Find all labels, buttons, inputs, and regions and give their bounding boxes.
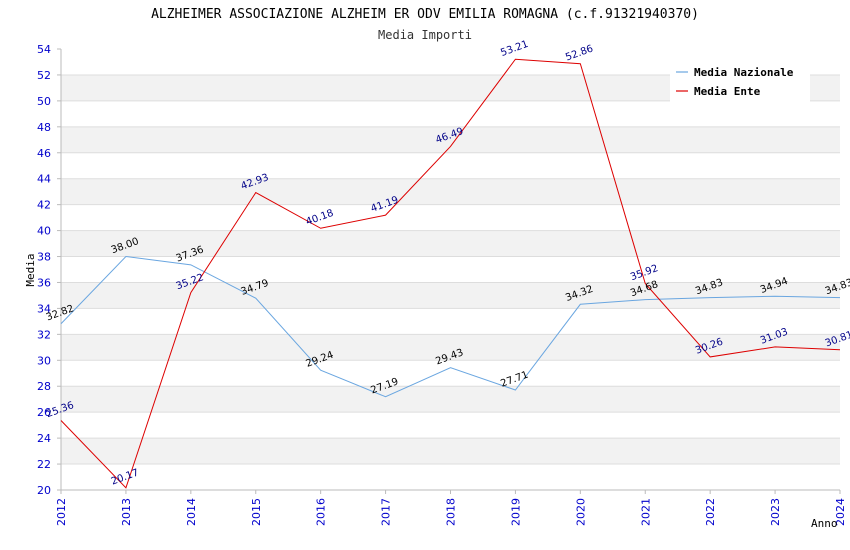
y-tick-label: 38 bbox=[37, 251, 51, 264]
grid-band bbox=[61, 464, 840, 490]
series-lines bbox=[60, 58, 841, 489]
y-tick-label: 48 bbox=[37, 121, 51, 134]
y-tick-label: 34 bbox=[37, 302, 51, 315]
series-line-1 bbox=[60, 58, 841, 489]
grid-band bbox=[61, 256, 840, 283]
grid-band bbox=[61, 282, 840, 309]
y-axis-label: Media bbox=[24, 253, 37, 286]
y-tick-label: 32 bbox=[37, 328, 51, 341]
y-tick-label: 54 bbox=[37, 43, 51, 56]
x-tick-label: 2020 bbox=[574, 498, 587, 526]
y-tick-label: 44 bbox=[37, 173, 51, 186]
grid-band bbox=[61, 360, 840, 387]
x-tick-label: 2024 bbox=[834, 498, 847, 526]
y-tick-label: 42 bbox=[37, 199, 51, 212]
y-tick-label: 50 bbox=[37, 95, 51, 108]
y-tick-label: 22 bbox=[37, 458, 51, 471]
grid-band bbox=[61, 230, 840, 257]
y-tick-label: 20 bbox=[37, 484, 51, 497]
y-tick-label: 40 bbox=[37, 225, 51, 238]
y-tick-label: 46 bbox=[37, 147, 51, 160]
grid-band bbox=[61, 178, 840, 205]
x-tick-label: 2023 bbox=[769, 498, 782, 526]
grid-band bbox=[61, 334, 840, 361]
y-axis-ticks: 20 22 24 26 28 30 32 34 36 38 40 42 44 46 48 50 52 54 bbox=[37, 43, 61, 497]
grid-bands bbox=[61, 49, 840, 491]
x-tick-label: 2015 bbox=[250, 498, 263, 526]
y-tick-label: 28 bbox=[37, 380, 51, 393]
x-tick-label: 2014 bbox=[185, 498, 198, 526]
grid-band bbox=[61, 412, 840, 439]
legend-box bbox=[670, 61, 810, 102]
y-tick-label: 30 bbox=[37, 354, 51, 367]
grid-band bbox=[61, 438, 840, 465]
y-tick-label: 26 bbox=[37, 406, 51, 419]
grid-band bbox=[61, 204, 840, 231]
grid-band bbox=[61, 152, 840, 179]
grid-band bbox=[61, 100, 840, 127]
y-tick-label: 52 bbox=[37, 69, 51, 82]
x-tick-label: 2019 bbox=[509, 498, 522, 526]
x-tick-label: 2016 bbox=[315, 498, 328, 526]
x-axis-label: Anno bbox=[811, 517, 838, 530]
legend-label-ente: Media Ente bbox=[694, 85, 761, 98]
x-tick-label: 2013 bbox=[120, 498, 133, 526]
legend: Media Nazionale Media Ente bbox=[670, 61, 810, 102]
x-tick-label: 2022 bbox=[704, 498, 717, 526]
grid-band bbox=[61, 308, 840, 335]
y-tick-label: 36 bbox=[37, 276, 51, 289]
grid-band bbox=[61, 126, 840, 153]
x-tick-label: 2017 bbox=[380, 498, 393, 526]
x-tick-label: 2021 bbox=[639, 498, 652, 526]
legend-label-nazionale: Media Nazionale bbox=[694, 66, 794, 79]
x-tick-label: 2012 bbox=[55, 498, 68, 526]
x-tick-label: 2018 bbox=[445, 498, 458, 526]
x-axis-ticks: 2012 2013 2014 2015 2016 2017 2018 2019 2020 2021… bbox=[55, 490, 847, 526]
y-tick-label: 24 bbox=[37, 432, 51, 445]
chart-title: ALZHEIMER ASSOCIAZIONE ALZHEIM ER ODV EM… bbox=[151, 7, 699, 22]
chart-subtitle: Media Importi bbox=[378, 28, 472, 42]
series-line-0 bbox=[60, 256, 841, 398]
grid-band bbox=[61, 386, 840, 413]
